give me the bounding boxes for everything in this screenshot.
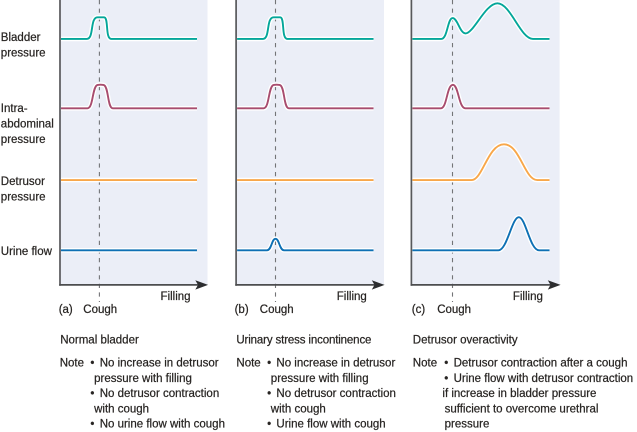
svg-text:No increase in detrusor: No increase in detrusor xyxy=(100,358,219,370)
svg-text:No urine flow with cough: No urine flow with cough xyxy=(100,419,225,431)
svg-text:Cough: Cough xyxy=(83,304,117,316)
svg-text:No increase in detrusor: No increase in detrusor xyxy=(276,358,395,370)
svg-text:No detrusor contraction: No detrusor contraction xyxy=(100,388,220,400)
svg-text:Note: Note xyxy=(413,358,437,370)
svg-text:pressure: pressure xyxy=(445,419,490,431)
svg-text:pressure: pressure xyxy=(1,48,46,60)
svg-text:Note: Note xyxy=(236,358,260,370)
svg-text:sufficient to overcome urethra: sufficient to overcome urethral xyxy=(445,403,599,415)
svg-text:pressure with filling: pressure with filling xyxy=(271,373,369,385)
svg-text:Urine flow: Urine flow xyxy=(1,246,53,258)
svg-text:Detrusor contraction after a c: Detrusor contraction after a cough xyxy=(454,358,628,370)
svg-text:Bladder: Bladder xyxy=(1,32,41,44)
svg-text:Note: Note xyxy=(60,358,84,370)
svg-text:pressure: pressure xyxy=(1,191,46,203)
svg-text:abdominal: abdominal xyxy=(1,119,54,131)
svg-text:•: • xyxy=(90,419,94,431)
svg-text:(b): (b) xyxy=(235,304,249,316)
svg-text:with cough: with cough xyxy=(93,403,149,415)
svg-text:•: • xyxy=(267,358,271,370)
svg-text:if increase in bladder pressur: if increase in bladder pressure xyxy=(442,388,596,400)
svg-text:•: • xyxy=(90,388,94,400)
svg-text:Urine flow with detrusor contr: Urine flow with detrusor contraction xyxy=(454,373,634,385)
svg-text:with cough: with cough xyxy=(270,403,326,415)
svg-text:•: • xyxy=(267,419,271,431)
svg-text:No detrusor contraction: No detrusor contraction xyxy=(276,388,396,400)
svg-text:Detrusor overactivity: Detrusor overactivity xyxy=(413,335,518,347)
svg-text:Urine flow with cough: Urine flow with cough xyxy=(276,419,385,431)
svg-text:•: • xyxy=(444,373,448,385)
svg-text:(c): (c) xyxy=(412,304,426,316)
svg-text:Normal bladder: Normal bladder xyxy=(60,335,139,347)
svg-text:Intra-: Intra- xyxy=(1,103,28,115)
svg-text:pressure: pressure xyxy=(1,134,46,146)
svg-text:Filling: Filling xyxy=(337,291,367,303)
svg-text:Filling: Filling xyxy=(513,291,543,303)
svg-text:•: • xyxy=(267,388,271,400)
svg-text:Cough: Cough xyxy=(260,304,294,316)
svg-text:Filling: Filling xyxy=(161,291,191,303)
svg-text:Detrusor: Detrusor xyxy=(1,176,45,188)
svg-text:Cough: Cough xyxy=(437,304,471,316)
svg-text:•: • xyxy=(444,358,448,370)
svg-text:pressure with filling: pressure with filling xyxy=(94,373,192,385)
svg-text:•: • xyxy=(90,358,94,370)
svg-text:Urinary stress incontinence: Urinary stress incontinence xyxy=(236,335,371,347)
svg-text:(a): (a) xyxy=(59,304,73,316)
